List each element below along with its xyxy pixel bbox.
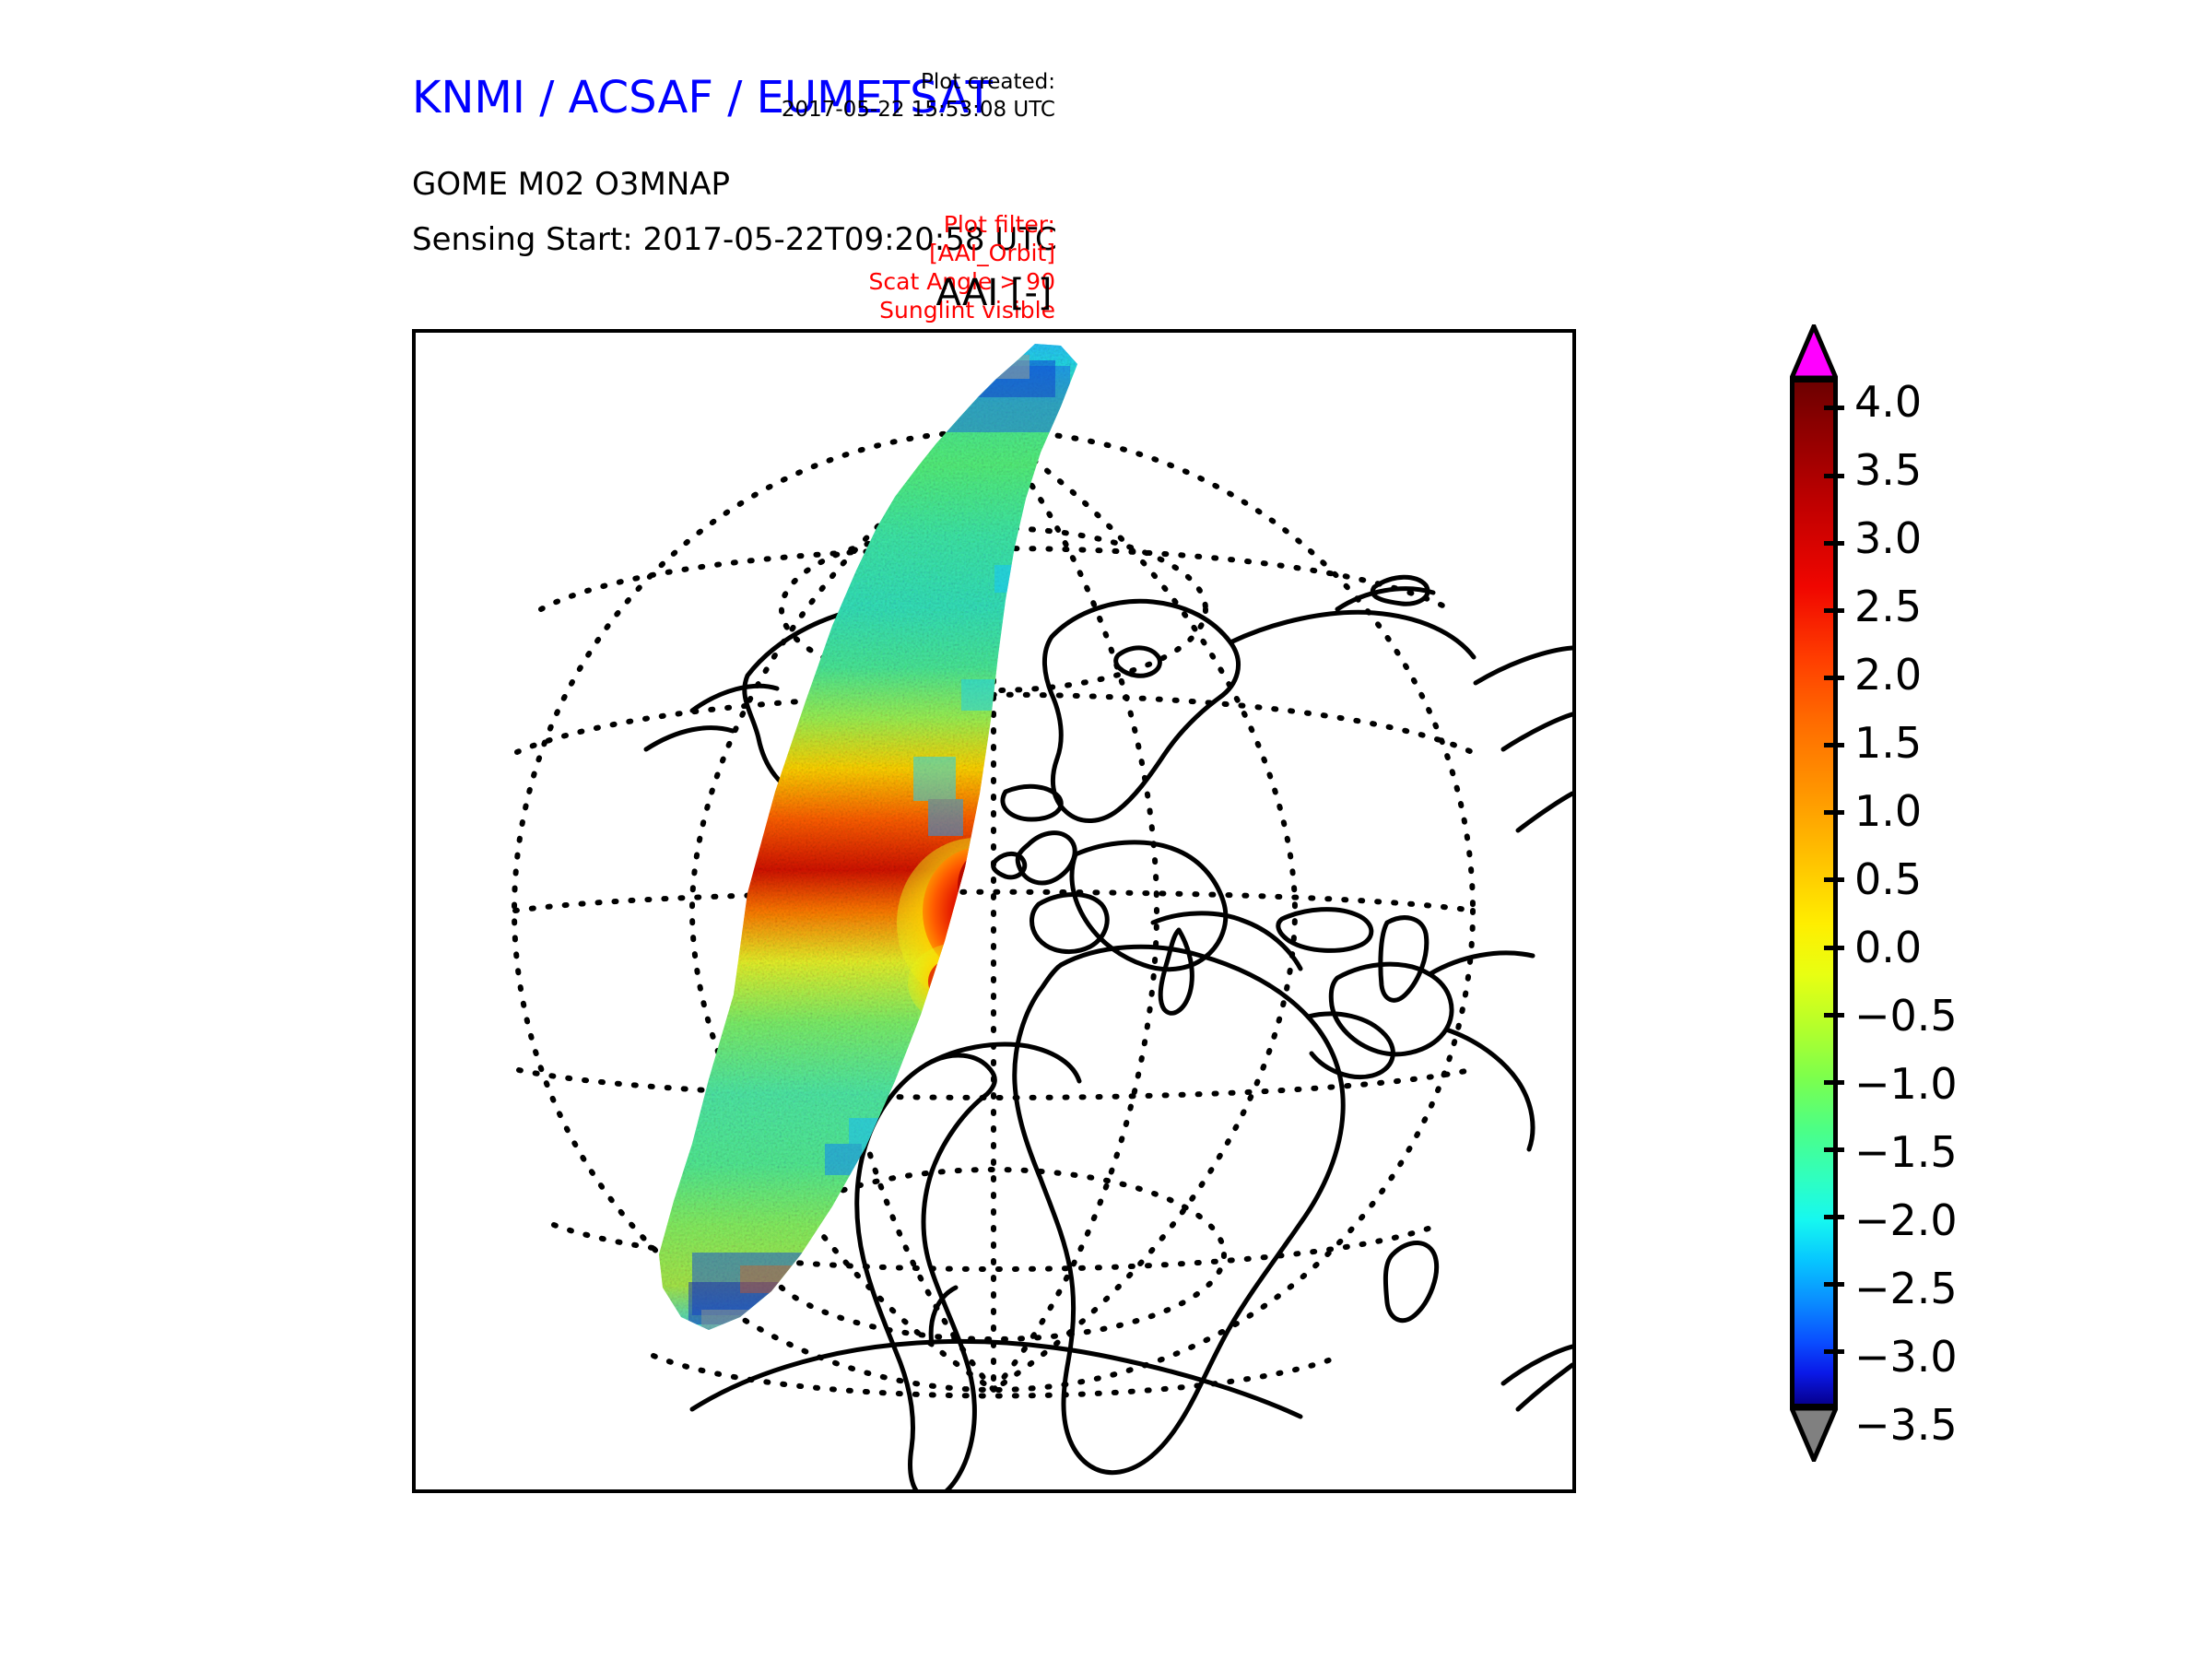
colorbar-label-3: 2.5	[1854, 582, 1923, 631]
colorbar-label-10: −1.0	[1854, 1059, 1958, 1109]
colorbar-label-6: 1.0	[1854, 786, 1923, 836]
plot-filter-note: Sunglint visible	[879, 297, 1055, 324]
colorbar-label-9: −0.5	[1854, 991, 1958, 1041]
plot-filter-label: Plot filter:	[943, 211, 1055, 238]
colorbar-label-2: 3.0	[1854, 513, 1923, 563]
organisation-title: KNMI / ACSAF / EUMETSAT	[412, 72, 993, 124]
plot-title: AAI [-]	[935, 272, 1053, 314]
colorbar-label-15: −3.5	[1854, 1400, 1958, 1450]
colorbar-label-0: 4.0	[1854, 377, 1923, 427]
northern-noise	[932, 355, 1070, 432]
colorbar-label-1: 3.5	[1854, 445, 1923, 495]
plot-created-timestamp: 2017-05-22 15:53:08 UTC	[781, 98, 1055, 122]
colorbar-tick-neg0.5	[1824, 1012, 1844, 1018]
colorbar-label-12: −2.0	[1854, 1195, 1958, 1245]
colorbar-tick-0.5	[1824, 877, 1844, 883]
southern-noise	[688, 1253, 830, 1330]
plot-filter-name: [AAI_Orbit]	[929, 240, 1055, 266]
plot-created-label: Plot created:	[920, 70, 1055, 94]
colorbar-label-4: 2.0	[1854, 650, 1923, 700]
colorbar-tick-4.0	[1824, 406, 1844, 411]
colorbar-tick-3.0	[1824, 540, 1844, 546]
colorbar-tick-2.5	[1824, 607, 1844, 613]
colorbar-tick-neg1.5	[1824, 1147, 1844, 1152]
colorbar-tick-1.5	[1824, 743, 1844, 748]
colorbar-under-arrow	[1790, 1406, 1838, 1462]
colorbar-tick-neg3.0	[1824, 1349, 1844, 1355]
colorbar-label-14: −3.0	[1854, 1332, 1958, 1382]
colorbar-over-arrow	[1790, 324, 1838, 380]
product-name: GOME M02 O3MNAP	[412, 166, 731, 203]
colorbar-label-8: 0.0	[1854, 923, 1923, 972]
colorbar-tick-2.0	[1824, 675, 1844, 680]
colorbar-label-7: 0.5	[1854, 854, 1923, 904]
colorbar-tick-0.0	[1824, 945, 1844, 950]
colorbar-label-5: 1.5	[1854, 718, 1923, 768]
plot-created-block: Plot created: 2017-05-22 15:53:08 UTC	[668, 68, 1055, 124]
colorbar-tick-3.5	[1824, 473, 1844, 478]
graticule	[512, 429, 1477, 1399]
colorbar-gradient[interactable]	[1790, 378, 1844, 1408]
orthographic-map	[512, 344, 1572, 1489]
map-axes	[412, 329, 1576, 1493]
aai-swath	[659, 344, 1077, 1330]
colorbar-label-11: −1.5	[1854, 1127, 1958, 1177]
plot-filter-condition: Scat Angle > 90	[868, 268, 1055, 295]
colorbar-label-13: −2.5	[1854, 1264, 1958, 1313]
plot-filter-block: Plot filter: [AAI_Orbit] Scat Angle > 90…	[668, 210, 1055, 324]
colorbar-tick-neg1.0	[1824, 1079, 1844, 1085]
colorbar: 4.0 3.5 3.0 2.5 2.0 1.5 1.0 0.5 0.0 −0.5…	[1788, 324, 2138, 1513]
colorbar-tick-neg2.0	[1824, 1215, 1844, 1220]
colorbar-tick-neg2.5	[1824, 1282, 1844, 1288]
sensing-start-label: Sensing Start: 2017-05-22T09:20:58 UTC	[412, 221, 1057, 258]
colorbar-tick-1.0	[1824, 810, 1844, 816]
